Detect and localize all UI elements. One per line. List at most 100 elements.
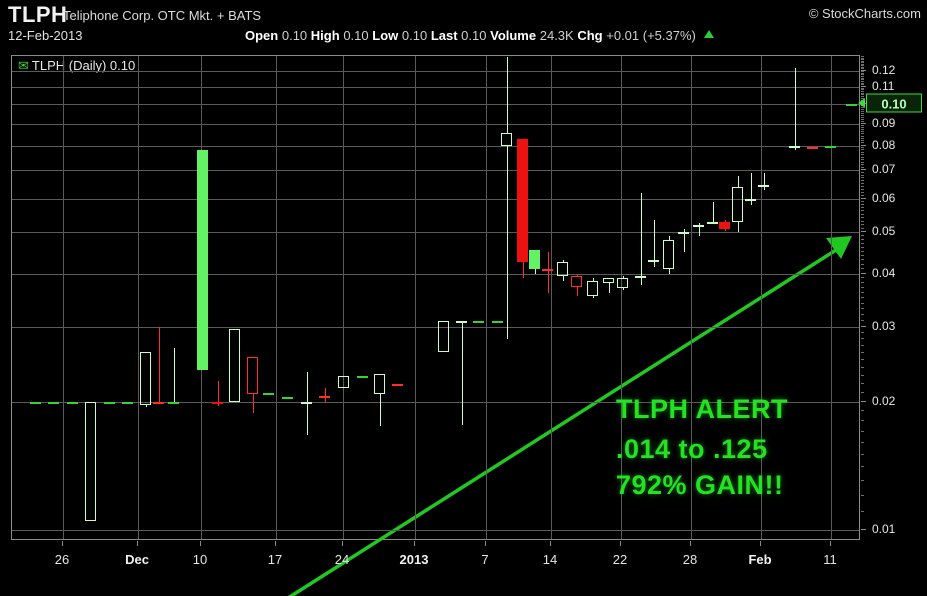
candle-wick-lower bbox=[668, 269, 670, 274]
candle-marker-icon: ✉ bbox=[18, 58, 29, 73]
y-axis-minor-tick bbox=[861, 286, 864, 288]
y-axis-label: 0.11 bbox=[872, 78, 895, 93]
high-value: 0.10 bbox=[343, 28, 369, 43]
y-axis-label: 0.12 bbox=[872, 62, 896, 77]
y-axis-minor-tick bbox=[861, 188, 864, 190]
gridline-horizontal bbox=[12, 123, 859, 125]
gridline-vertical bbox=[486, 56, 487, 539]
candle-wick-lower bbox=[145, 405, 147, 408]
y-axis-minor-tick bbox=[861, 133, 864, 135]
candle-flat-marker bbox=[67, 401, 78, 404]
gridline-vertical bbox=[138, 56, 139, 539]
x-axis-tick bbox=[137, 541, 138, 546]
y-axis-minor-tick bbox=[861, 494, 864, 496]
candle-wick-lower bbox=[576, 286, 578, 296]
candle-wick-lower bbox=[379, 394, 381, 427]
y-axis-minor-tick bbox=[861, 90, 864, 92]
candle-body bbox=[85, 401, 96, 521]
stockcharts-watermark: © StockCharts.com bbox=[808, 6, 921, 21]
x-axis-label: 11 bbox=[823, 552, 837, 567]
y-axis-minor-tick bbox=[861, 120, 864, 122]
candle-wick-upper bbox=[724, 219, 726, 222]
y-axis-tick bbox=[861, 144, 866, 146]
x-axis-tick bbox=[830, 541, 831, 546]
candle-body bbox=[529, 249, 540, 270]
candle-wick-lower bbox=[562, 275, 564, 281]
y-axis-minor-tick bbox=[861, 207, 864, 209]
y-axis-minor-tick bbox=[861, 110, 864, 112]
y-axis-minor-tick bbox=[861, 114, 864, 116]
y-axis-minor-tick bbox=[861, 84, 864, 86]
y-axis-minor-tick bbox=[861, 441, 864, 443]
y-axis-label: 0.09 bbox=[872, 115, 896, 130]
x-axis-tick bbox=[760, 541, 761, 546]
candle-wick-upper bbox=[506, 57, 508, 134]
y-axis-minor-tick bbox=[861, 224, 864, 226]
candle-body bbox=[789, 145, 800, 148]
volume-value: 24.3K bbox=[539, 28, 574, 43]
candle-wick-lower bbox=[252, 394, 254, 413]
y-axis-minor-tick bbox=[861, 313, 864, 315]
quote-line: Open 0.10 High 0.10 Low 0.10 Last 0.10 V… bbox=[245, 28, 714, 43]
y-axis-minor-tick bbox=[861, 453, 864, 455]
y-axis-tick bbox=[861, 400, 866, 402]
y-axis-minor-tick bbox=[861, 89, 864, 91]
candle-wick-upper bbox=[158, 326, 160, 402]
y-axis-minor-tick bbox=[861, 156, 864, 158]
y-axis-minor-tick bbox=[861, 292, 864, 294]
candle-body bbox=[212, 401, 223, 404]
y-axis-tick bbox=[861, 85, 866, 87]
y-axis-minor-tick bbox=[861, 204, 864, 205]
x-axis-tick bbox=[485, 541, 486, 546]
x-axis-tick bbox=[62, 541, 63, 546]
y-axis-minor-tick bbox=[861, 137, 864, 139]
y-axis-minor-tick bbox=[861, 68, 864, 70]
gridline-vertical bbox=[343, 56, 344, 539]
volume-label: Volume bbox=[490, 28, 537, 43]
y-axis-label: 0.07 bbox=[872, 162, 896, 177]
candle-wick-lower bbox=[763, 185, 765, 190]
y-axis-tick bbox=[861, 272, 866, 274]
y-axis-minor-tick bbox=[861, 217, 864, 219]
gridline-horizontal bbox=[12, 70, 859, 72]
chart-header: TLPH Teliphone Corp. OTC Mkt. + BATS 12-… bbox=[0, 0, 927, 46]
change-up-arrow-icon bbox=[703, 30, 714, 38]
candle-wick-lower bbox=[608, 283, 610, 294]
y-axis-minor-tick bbox=[861, 246, 864, 248]
open-value: 0.10 bbox=[281, 28, 308, 43]
candle-wick-lower bbox=[724, 228, 726, 231]
candle-body bbox=[732, 186, 743, 222]
candle-wick-upper bbox=[712, 201, 714, 222]
y-axis-minor-tick bbox=[861, 366, 864, 368]
candle-body bbox=[542, 269, 553, 272]
price-plot-area[interactable]: ✉ TLPH (Daily) 0.10 bbox=[11, 55, 860, 596]
candle-wick-upper bbox=[794, 67, 796, 146]
y-axis-minor-tick bbox=[861, 430, 864, 432]
y-axis-label: 0.02 bbox=[872, 393, 896, 408]
y-axis-minor-tick bbox=[861, 96, 864, 98]
gridline-vertical bbox=[415, 56, 416, 539]
y-axis-minor-tick bbox=[861, 277, 864, 279]
y-axis-minor-tick bbox=[861, 331, 864, 333]
x-axis-tick bbox=[414, 541, 415, 546]
y-axis-minor-tick bbox=[861, 112, 864, 114]
candle-flat-marker bbox=[122, 401, 133, 404]
y-axis-minor-tick bbox=[861, 56, 864, 58]
y-axis-minor-tick bbox=[861, 57, 864, 59]
x-axis-tick bbox=[550, 541, 551, 546]
candle-wick-lower bbox=[737, 221, 739, 233]
candle-wick-upper bbox=[763, 172, 765, 186]
alert-line-3: 792% GAIN!! bbox=[616, 470, 784, 500]
y-axis-minor-tick bbox=[861, 180, 864, 182]
y-axis-minor-tick bbox=[861, 410, 864, 412]
candle-wick-upper bbox=[622, 275, 624, 279]
candle-flat-marker bbox=[473, 320, 484, 323]
gridline-horizontal bbox=[12, 326, 859, 328]
gridline-vertical bbox=[63, 56, 64, 539]
gridline-vertical bbox=[831, 56, 832, 539]
candle-body bbox=[153, 401, 164, 404]
candle-body bbox=[229, 329, 240, 402]
candle-body bbox=[301, 401, 312, 404]
y-axis-minor-tick bbox=[861, 80, 864, 82]
gridline-vertical bbox=[761, 56, 762, 539]
